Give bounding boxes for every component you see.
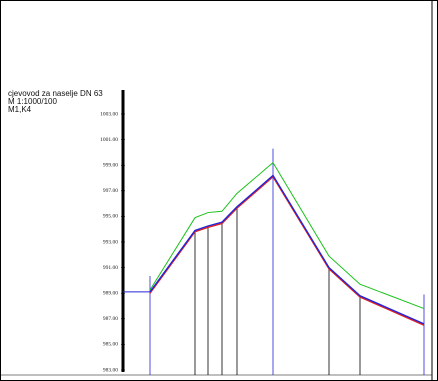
y-tick-label: 1001.00 (100, 137, 118, 143)
profile-line (149, 175, 425, 326)
y-tick-label: 987.00 (103, 316, 118, 322)
y-tick-label: 999.00 (103, 162, 118, 168)
y-tick-label: 983.00 (103, 367, 118, 373)
profile-line (149, 161, 425, 310)
y-tick-label: 995.00 (103, 214, 118, 220)
profile-line (149, 174, 425, 325)
title: cjevovod za naselje DN 63 (8, 89, 103, 98)
y-tick-label: 993.00 (103, 239, 118, 245)
y-tick-label: 985.00 (103, 342, 118, 348)
y-tick-label: 991.00 (103, 265, 118, 271)
y-tick-label: 1003.00 (100, 111, 118, 117)
label: M1,K4 (8, 105, 32, 114)
y-tick-label: 989.00 (103, 290, 118, 296)
scale: M 1:1000/100 (8, 97, 57, 106)
y-tick-label: 997.00 (103, 188, 118, 194)
